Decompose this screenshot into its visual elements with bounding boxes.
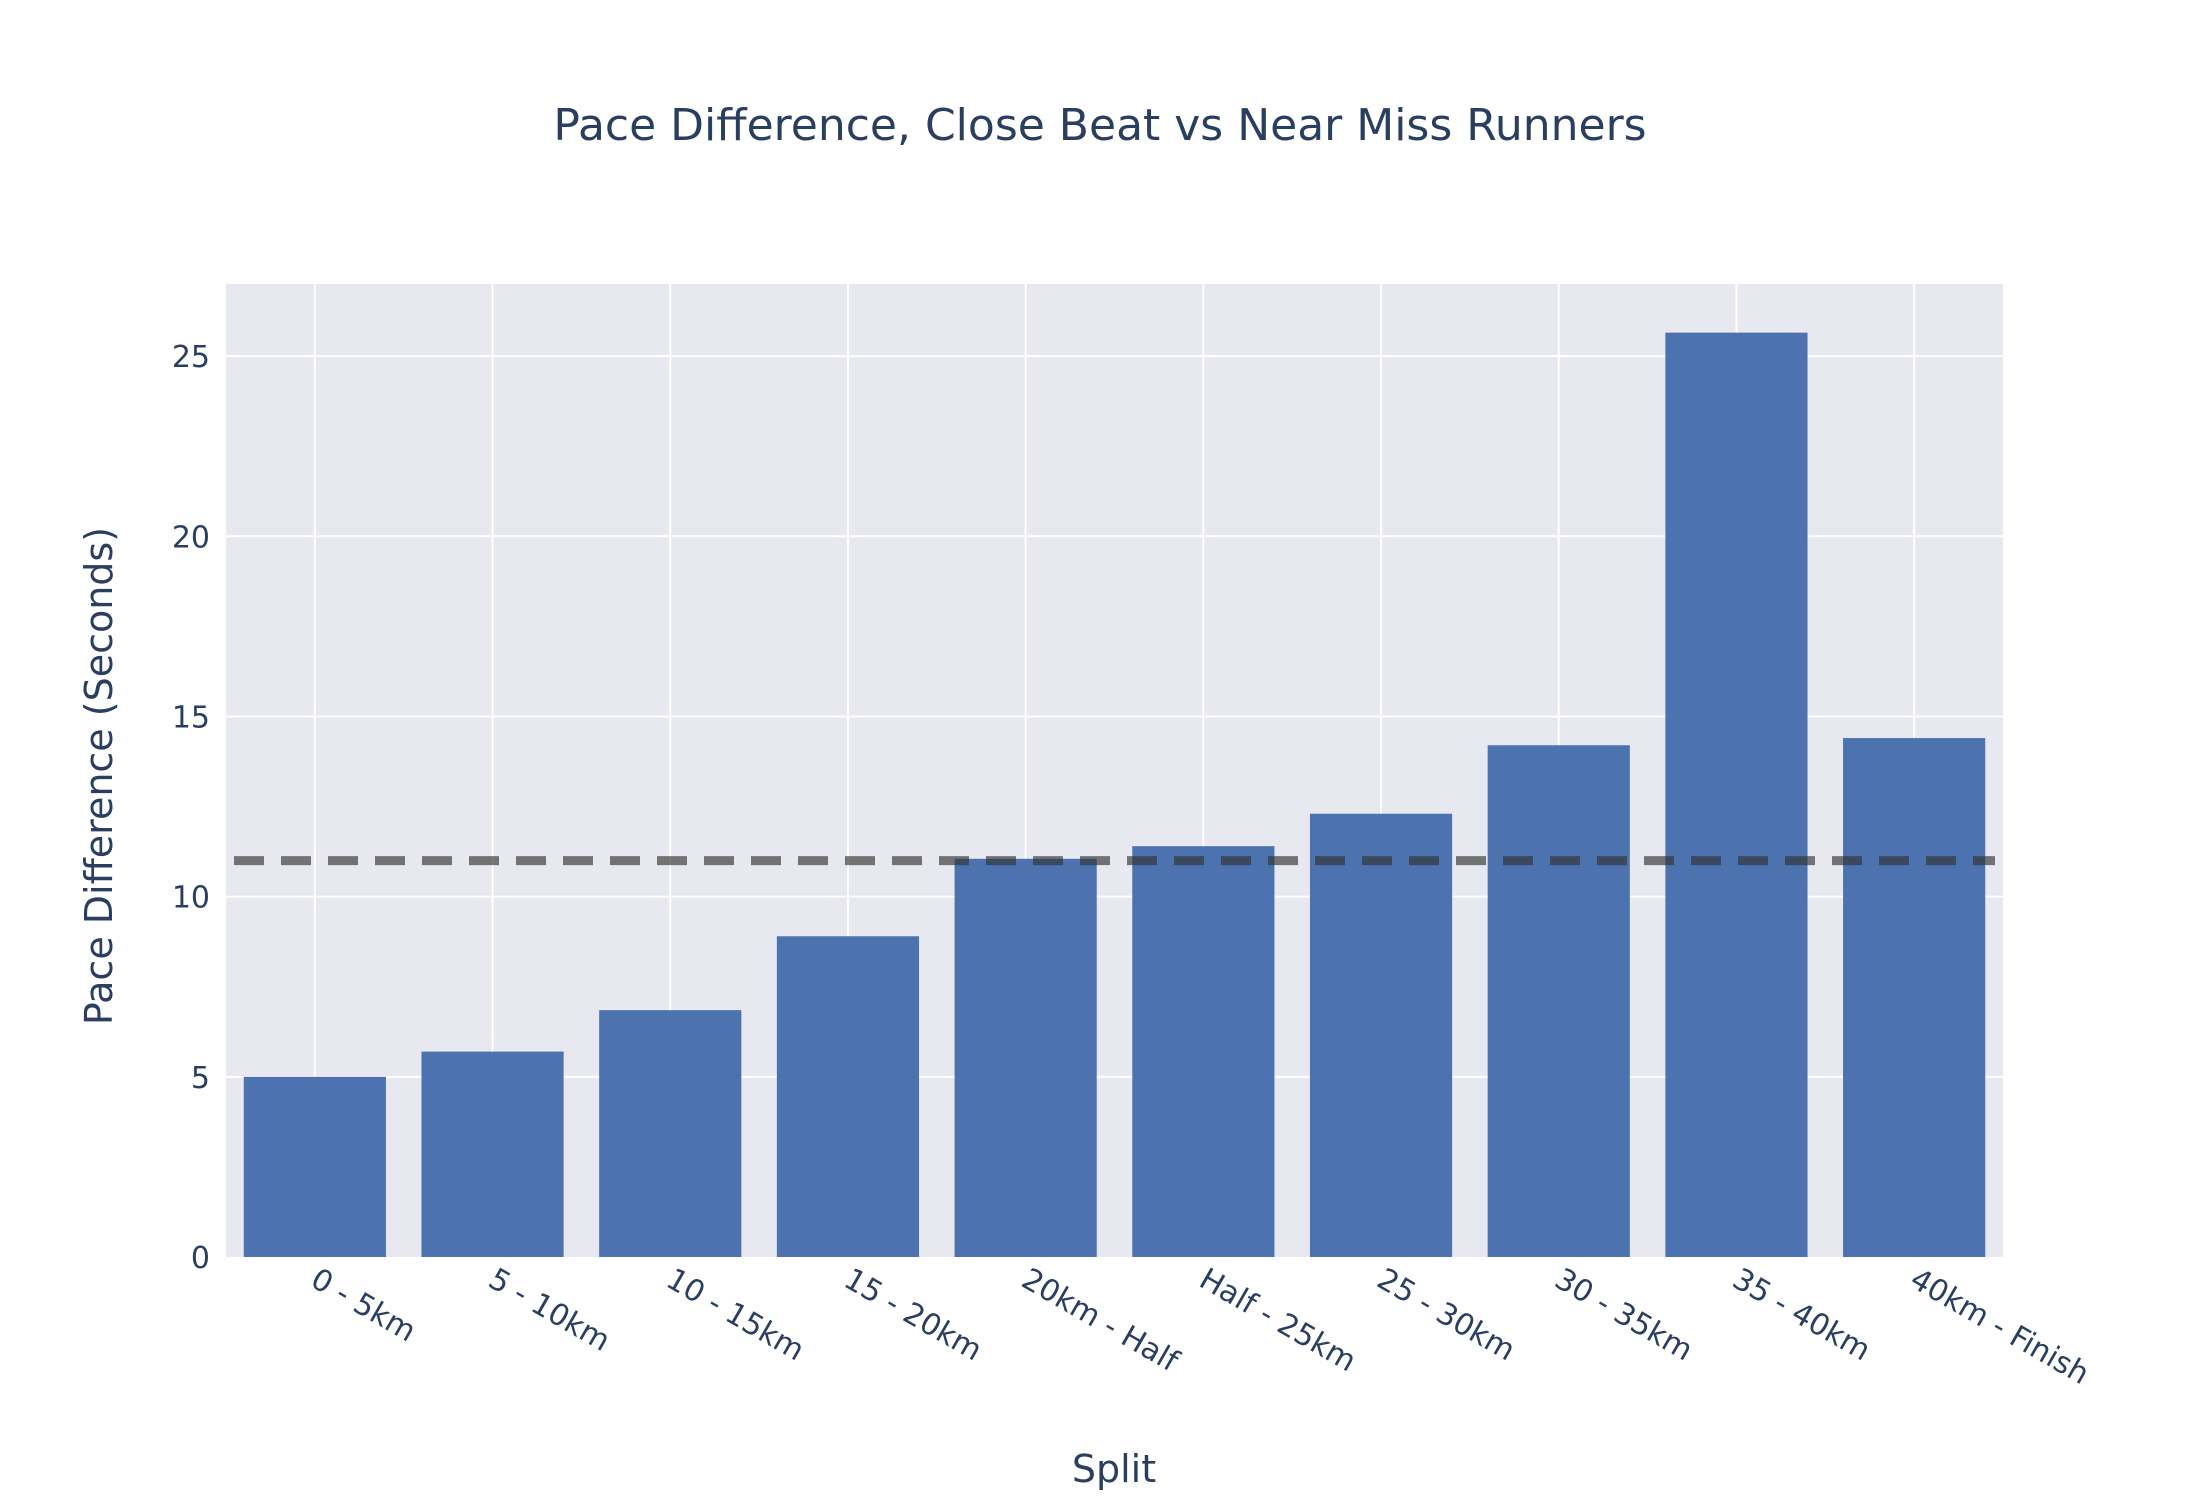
bar-5 (1132, 846, 1275, 1257)
y-tick-label: 15 (172, 700, 210, 735)
bar-6 (1309, 813, 1453, 1257)
x-tick-label: 30 - 35km (1549, 1262, 1699, 1369)
bars (243, 332, 1986, 1257)
y-tick-label: 20 (172, 520, 210, 555)
bar-8 (1665, 332, 1808, 1257)
bar-0 (243, 1076, 386, 1257)
x-axis-ticks: 0 - 5km 5 - 10km 10 - 15km 15 - 20km 20km - … (305, 1262, 2095, 1392)
bar-2 (599, 1010, 742, 1257)
bar-4 (954, 858, 1097, 1257)
x-tick-label: 25 - 30km (1371, 1262, 1521, 1369)
chart-title: Pace Difference, Close Beat vs Near Miss… (553, 100, 1646, 151)
bar-7 (1487, 745, 1630, 1257)
x-tick-label: 35 - 40km (1726, 1262, 1876, 1369)
bar-3 (776, 936, 920, 1257)
x-tick-label: 40km - Finish (1904, 1262, 2095, 1392)
x-tick-label: 5 - 10km (483, 1262, 616, 1359)
y-tick-label: 0 (191, 1241, 210, 1276)
x-tick-label: 0 - 5km (305, 1262, 422, 1350)
y-tick-label: 10 (172, 881, 210, 916)
y-tick-label: 5 (191, 1061, 210, 1096)
x-tick-label: 10 - 15km (660, 1262, 810, 1369)
x-tick-label: 20km - Half (1016, 1262, 1186, 1380)
y-axis-ticks: 0 5 10 15 20 25 (172, 340, 210, 1276)
x-tick-label: Half - 25km (1193, 1262, 1362, 1380)
x-tick-label: 15 - 20km (838, 1262, 988, 1369)
y-tick-label: 25 (172, 340, 210, 375)
y-axis-title: Pace Difference (Seconds) (77, 527, 121, 1025)
bar-9 (1843, 738, 1986, 1257)
x-axis-title: Split (1072, 1447, 1156, 1491)
bar-1 (421, 1051, 564, 1257)
